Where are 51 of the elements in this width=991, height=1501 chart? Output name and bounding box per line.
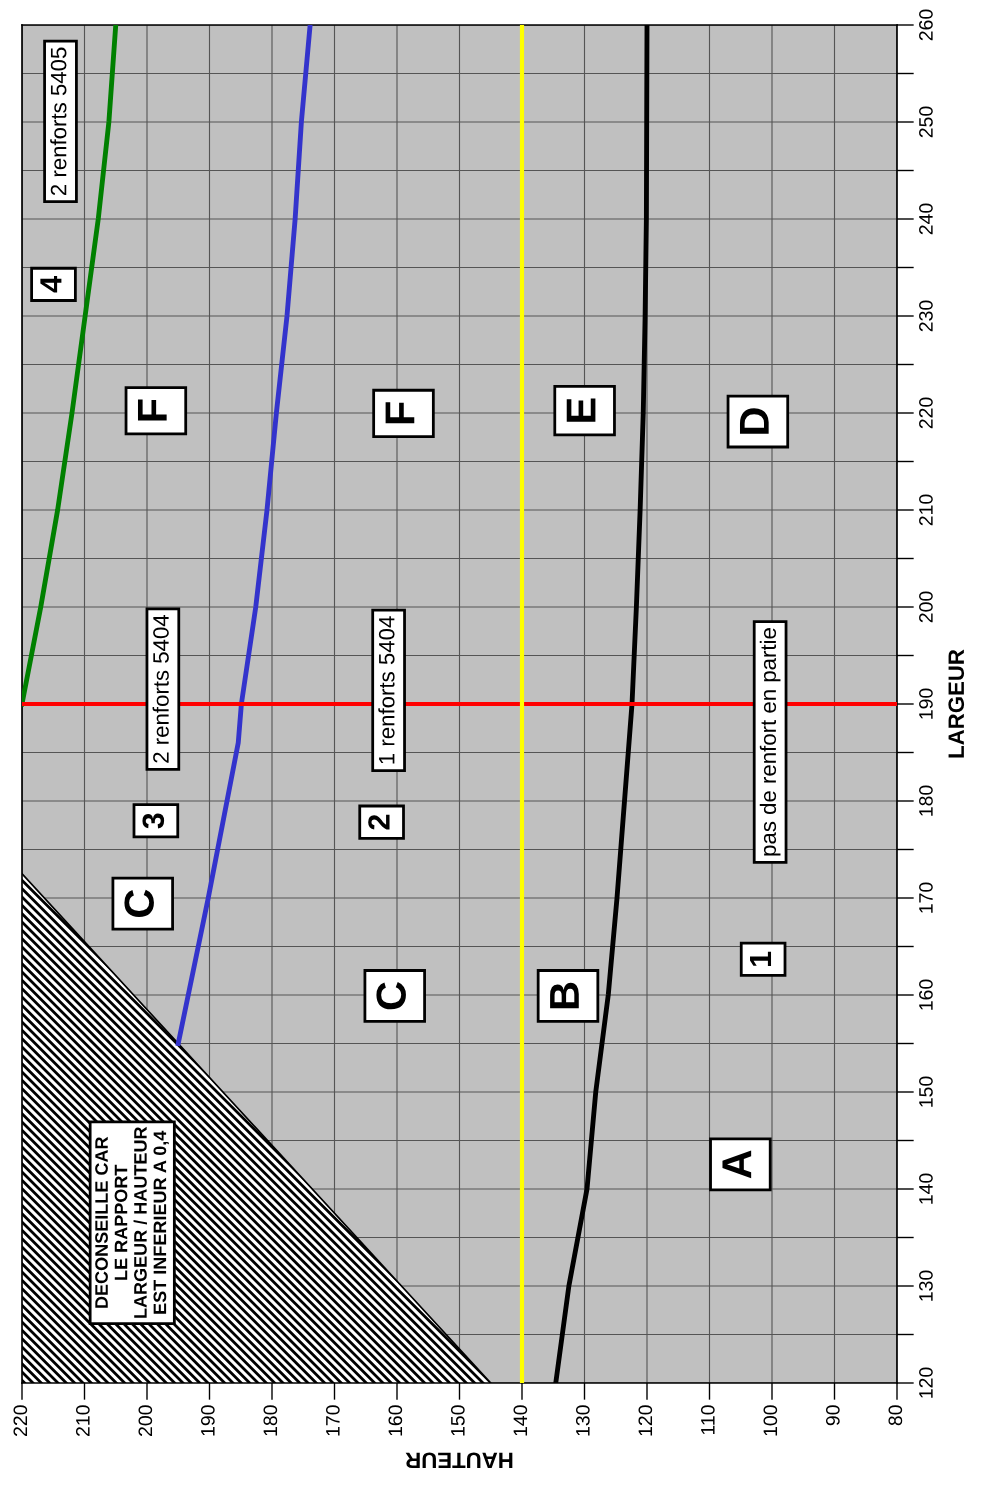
annotation: C [124, 889, 154, 917]
x-tick-label: 160 [388, 1405, 403, 1436]
y-tick-label: 130 [919, 1270, 933, 1301]
x-tick-label: 200 [138, 1405, 153, 1436]
annotation: D [739, 408, 769, 434]
y-tick-label: 230 [919, 300, 933, 332]
annotation: 1 [750, 951, 772, 966]
annotation: pas de renfort en partie [759, 628, 781, 856]
y-tick-label: 140 [919, 1173, 933, 1204]
x-tick-label: 150 [450, 1405, 465, 1436]
annotation: C [376, 982, 406, 1010]
annotation: F [137, 399, 167, 421]
y-tick-label: 190 [919, 688, 933, 719]
y-tick-label: 240 [919, 203, 933, 235]
y-tick-label: 180 [919, 785, 933, 816]
annotation: 2 renforts 5404 [152, 614, 169, 763]
x-tick-label: 220 [13, 1405, 28, 1436]
line-series [22, 25, 119, 707]
annotation: 1 renforts 5404 [378, 616, 395, 764]
x-tick-label: 140 [513, 1405, 528, 1436]
annotation: 3 [142, 813, 165, 829]
annotation: DECONSEILLE CAR LE RAPPORT LARGEUR / HAUTEUR EST INFERIEUR A 0,4 [95, 1126, 169, 1318]
y-tick-label: 150 [919, 1076, 933, 1107]
x-tick-label: 110 [700, 1405, 715, 1435]
y-tick-label: 170 [919, 882, 933, 913]
y-axis-title: LARGEUR [948, 649, 965, 758]
x-tick-label: 180 [263, 1405, 278, 1436]
y-tick-label: 200 [919, 591, 933, 623]
x-tick-label: 120 [638, 1405, 653, 1436]
x-tick-label: 210 [75, 1405, 90, 1436]
annotation: 2 renforts 5405 [50, 47, 67, 196]
x-tick-label: 170 [325, 1405, 340, 1436]
annotation: E [566, 398, 596, 422]
annotation: B [550, 982, 579, 1009]
x-axis-title: HAUTEUR [405, 1452, 513, 1468]
x-tick-label: 90 [825, 1405, 840, 1426]
annotation: 4 [40, 276, 62, 293]
x-tick-label: 100 [763, 1405, 778, 1436]
x-tick-label: 190 [200, 1405, 215, 1436]
x-tick-label: 130 [575, 1405, 590, 1436]
y-tick-label: 250 [919, 106, 933, 138]
y-tick-label: 120 [919, 1367, 933, 1398]
y-tick-label: 220 [919, 397, 933, 429]
annotation: A [722, 1150, 752, 1179]
y-tick-label: 160 [919, 979, 933, 1010]
annotation: F [385, 402, 415, 424]
line-series [175, 25, 313, 1046]
y-tick-label: 210 [919, 494, 933, 526]
y-tick-label: 260 [919, 9, 933, 41]
annotation: 2 [368, 814, 390, 830]
x-tick-label: 80 [888, 1405, 903, 1426]
